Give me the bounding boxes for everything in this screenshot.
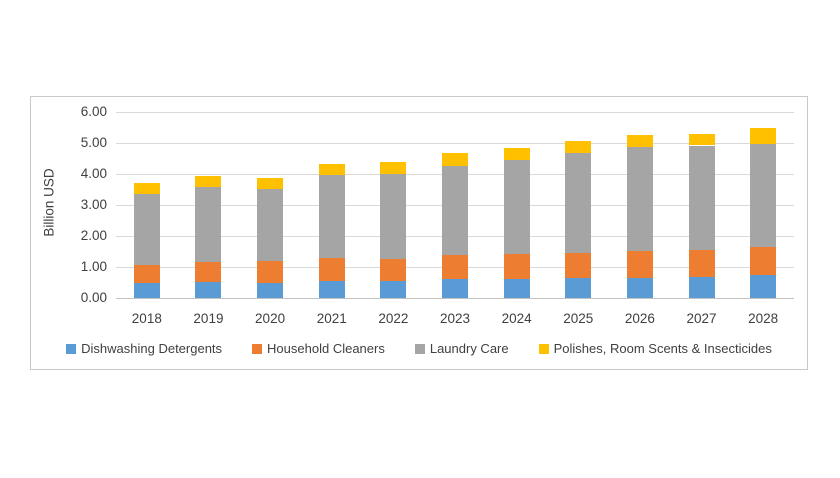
x-tick-label-2028: 2028 xyxy=(748,311,779,326)
plot-area: 0.00 1.00 2.00 3.00 4.00 5.00 6.00 2018 2019 2020… xyxy=(81,104,794,326)
bar-segment-2025-laundry-care xyxy=(565,153,592,254)
bar-segment-2026-polishes-room-scents-insecticides xyxy=(626,135,653,148)
legend-item-polishes-room-scents-insecticides: Polishes, Room Scents & Insecticides xyxy=(538,341,772,356)
y-tick-label: 1.00 xyxy=(80,259,107,274)
bar-segment-2027-dishwashing-detergents xyxy=(688,277,715,298)
bar-segment-2024-household-cleaners xyxy=(503,253,530,280)
bar-segment-2028-polishes-room-scents-insecticides xyxy=(750,128,777,144)
stacked-bar-2028 xyxy=(750,112,777,298)
chart-frame: Billion USD 0.00 1.00 2.00 3.00 4.00 5.00 6.00… xyxy=(30,96,808,370)
legend-item-household-cleaners: Household Cleaners xyxy=(252,341,385,356)
legend-swatch-icon xyxy=(252,343,263,354)
x-tick-label-2022: 2022 xyxy=(378,311,409,326)
bar-segment-2024-dishwashing-detergents xyxy=(503,279,530,298)
bar-segment-2025-polishes-room-scents-insecticides xyxy=(565,141,592,154)
legend-label: Dishwashing Detergents xyxy=(81,341,223,356)
y-tick-label: 5.00 xyxy=(80,135,107,150)
bar-segment-2019-laundry-care xyxy=(195,187,222,263)
bar-segment-2022-household-cleaners xyxy=(380,258,407,282)
legend-swatch-icon xyxy=(414,343,425,354)
bar-segment-2028-laundry-care xyxy=(750,143,777,248)
bar-segment-2019-polishes-room-scents-insecticides xyxy=(195,175,222,188)
bar-segment-2026-laundry-care xyxy=(626,147,653,252)
stacked-bar-2022 xyxy=(380,112,407,298)
bar-segment-2026-dishwashing-detergents xyxy=(626,277,653,298)
bar-segment-2028-household-cleaners xyxy=(750,247,777,275)
legend-item-dishwashing-detergents: Dishwashing Detergents xyxy=(66,341,222,356)
y-tick-label: 4.00 xyxy=(80,166,107,181)
x-tick-label-2018: 2018 xyxy=(131,311,162,326)
bar-segment-2027-polishes-room-scents-insecticides xyxy=(688,133,715,146)
bar-segment-2018-dishwashing-detergents xyxy=(133,282,160,298)
stacked-bar-2025 xyxy=(565,112,592,298)
bar-segment-2020-laundry-care xyxy=(257,188,284,262)
x-tick-label-2025: 2025 xyxy=(563,311,594,326)
bar-segment-2022-laundry-care xyxy=(380,174,407,259)
gridline-y-6.00 xyxy=(116,111,794,113)
y-axis-title: Billion USD xyxy=(41,168,57,237)
stacked-bar-2026 xyxy=(626,112,653,298)
legend-label: Household Cleaners xyxy=(267,341,385,356)
bar-segment-2021-dishwashing-detergents xyxy=(318,280,345,298)
bar-segment-2022-polishes-room-scents-insecticides xyxy=(380,162,407,175)
y-tick-label: 3.00 xyxy=(80,197,107,212)
stacked-bar-2024 xyxy=(503,112,530,298)
bar-segment-2021-laundry-care xyxy=(318,175,345,259)
bar-segment-2021-polishes-room-scents-insecticides xyxy=(318,164,345,176)
x-tick-label-2026: 2026 xyxy=(624,311,655,326)
y-tick-label: 2.00 xyxy=(80,228,107,243)
bar-segment-2021-household-cleaners xyxy=(318,258,345,281)
gridline-y-5.00 xyxy=(116,142,794,144)
bar-segment-2027-laundry-care xyxy=(688,145,715,251)
bar-segment-2019-dishwashing-detergents xyxy=(195,281,222,298)
x-tick-label-2021: 2021 xyxy=(316,311,347,326)
bar-segment-2023-laundry-care xyxy=(442,166,468,256)
bar-segment-2027-household-cleaners xyxy=(688,250,715,278)
bar-segment-2020-household-cleaners xyxy=(257,261,284,283)
x-tick-label-2020: 2020 xyxy=(255,311,286,326)
x-tick-label-2019: 2019 xyxy=(193,311,224,326)
bar-segment-2028-dishwashing-detergents xyxy=(750,274,777,298)
stacked-bar-2021 xyxy=(318,112,345,298)
stacked-bar-2019 xyxy=(195,112,222,298)
y-tick-label: 6.00 xyxy=(80,104,107,119)
bar-segment-2020-polishes-room-scents-insecticides xyxy=(257,178,284,189)
legend-label: Laundry Care xyxy=(429,341,509,356)
bar-segment-2023-dishwashing-detergents xyxy=(442,279,468,298)
legend-swatch-icon xyxy=(538,343,549,354)
bar-segment-2023-polishes-room-scents-insecticides xyxy=(442,153,468,167)
bar-segment-2024-polishes-room-scents-insecticides xyxy=(503,147,530,160)
stacked-bar-2027 xyxy=(688,112,715,298)
bar-segment-2018-household-cleaners xyxy=(133,264,160,283)
x-tick-label-2023: 2023 xyxy=(439,311,471,326)
legend-label: Polishes, Room Scents & Insecticides xyxy=(553,341,772,356)
legend-item-laundry-care: Laundry Care xyxy=(414,341,509,356)
bar-segment-2018-laundry-care xyxy=(133,194,160,265)
legend-swatch-icon xyxy=(66,343,77,354)
stacked-bar-2020 xyxy=(257,112,284,298)
y-tick-label: 0.00 xyxy=(80,290,107,305)
x-tick-label-2027: 2027 xyxy=(686,311,717,326)
x-tick-label-2024: 2024 xyxy=(501,311,532,326)
bar-segment-2022-dishwashing-detergents xyxy=(380,281,407,298)
legend: Dishwashing Detergents Household Cleaners… xyxy=(31,341,807,356)
bar-segment-2026-household-cleaners xyxy=(626,251,653,278)
bar-segment-2018-polishes-room-scents-insecticides xyxy=(133,182,160,195)
bar-segment-2024-laundry-care xyxy=(503,159,530,254)
gridline-y-0.00 xyxy=(116,297,794,299)
stacked-bar-2018 xyxy=(133,112,160,298)
bar-segment-2025-household-cleaners xyxy=(565,253,592,278)
bar-segment-2025-dishwashing-detergents xyxy=(565,277,592,298)
bar-segment-2023-household-cleaners xyxy=(442,255,468,280)
bar-segment-2020-dishwashing-detergents xyxy=(257,282,284,298)
stacked-bar-2023 xyxy=(442,112,468,298)
bar-segment-2019-household-cleaners xyxy=(195,262,222,282)
